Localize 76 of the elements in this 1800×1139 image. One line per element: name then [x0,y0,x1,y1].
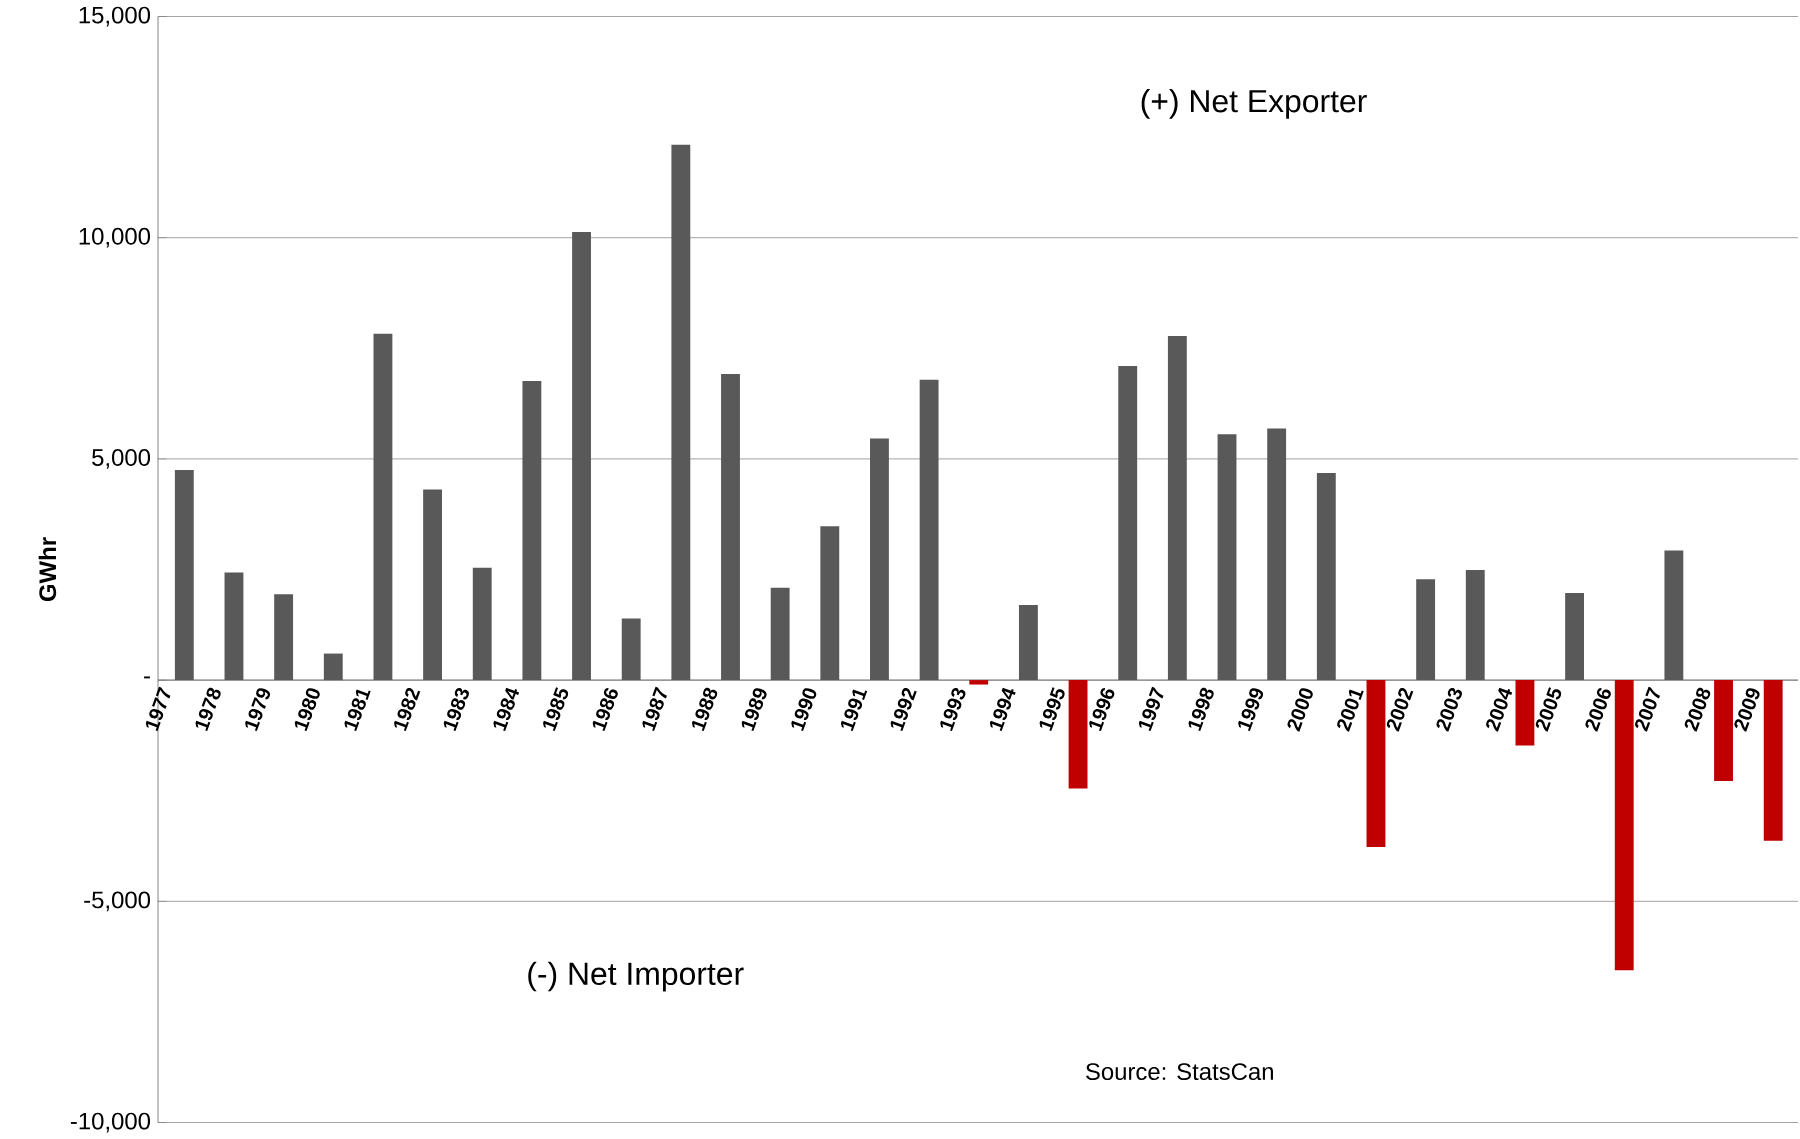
bar [1714,680,1733,781]
x-tick-label: 1982 [394,687,421,732]
x-tick-label: 1993 [940,687,966,732]
x-tick-label: 1996 [1089,687,1115,732]
y-tick-label: -10,000 [70,1112,151,1133]
bar [1565,592,1585,681]
x-tick-label: 2004 [1486,687,1513,732]
x-tick-label: 1990 [791,688,817,732]
x-tick-label: 1983 [443,687,469,732]
x-tick-label: 1980 [294,688,320,732]
x-tick-label: 2008 [1684,687,1711,732]
bar [770,587,790,681]
x-tick-label: 1995 [1039,687,1065,732]
y-tick-label: 15,000 [79,6,151,27]
x-tick-label: 1999 [1238,688,1264,732]
bar [1316,473,1336,681]
bar [1366,680,1386,847]
y-axis-title: GWhr [38,537,57,602]
bar [1614,680,1634,971]
bar [870,438,889,681]
annotation: (+) Net Exporter [1141,89,1367,119]
x-tick-label: 2007 [1635,686,1660,732]
bar [919,379,939,681]
bar [572,231,591,681]
x-tick-label: 2009 [1734,688,1760,732]
x-tick-label: 1981 [344,689,371,732]
bar [1167,335,1187,681]
bar [671,144,691,681]
bar [373,333,393,681]
x-tick-label: 1989 [741,688,767,732]
bar [1416,579,1436,681]
x-tick-label: 1997 [1138,686,1164,732]
x-tick-label: 1998 [1188,687,1214,732]
bar [1763,680,1783,841]
bar [621,618,641,681]
bar [323,653,343,681]
x-tick-label: 1994 [989,687,1016,732]
x-tick-label: 2006 [1585,687,1611,732]
y-tick-label: -5,000 [84,891,151,912]
bar [522,381,542,681]
x-tick-label: 1979 [245,688,271,732]
bar [1217,434,1237,681]
bar [1664,550,1684,681]
annotation: Source: StatsCan [1086,1063,1273,1081]
bar [472,567,492,681]
y-tick-label: 5,000 [92,449,151,469]
x-tick-label: 2000 [1287,688,1313,732]
bar [1267,428,1287,681]
bar [174,469,194,681]
x-tick-label: 1991 [840,689,868,732]
x-tick-label: 1985 [543,687,569,732]
x-tick-label: 1987 [642,686,667,732]
bar [721,373,740,681]
x-tick-label: 1988 [691,687,718,732]
x-tick-label: 1977 [145,686,171,732]
x-tick-label: 2002 [1386,687,1414,732]
bar [1465,569,1485,681]
x-tick-label: 2003 [1436,687,1462,732]
x-tick-label: 1978 [195,687,221,732]
bar [1068,680,1088,789]
x-tick-label: 2005 [1535,687,1562,732]
bar [1118,365,1138,681]
bar [1515,680,1535,746]
y-tick-label: 10,000 [79,227,151,248]
x-tick-label: 2001 [1337,689,1364,732]
bar [1018,604,1038,681]
x-tick-label: 1984 [493,687,520,732]
x-tick-label: 1992 [890,687,917,732]
bar [274,594,294,681]
bar [423,489,443,681]
x-tick-label: 1986 [592,687,618,732]
bar [820,526,840,681]
bar [969,680,989,685]
bar [224,572,244,681]
annotation: (-) Net Importer [528,961,744,992]
y-tick-label: - [144,676,150,679]
